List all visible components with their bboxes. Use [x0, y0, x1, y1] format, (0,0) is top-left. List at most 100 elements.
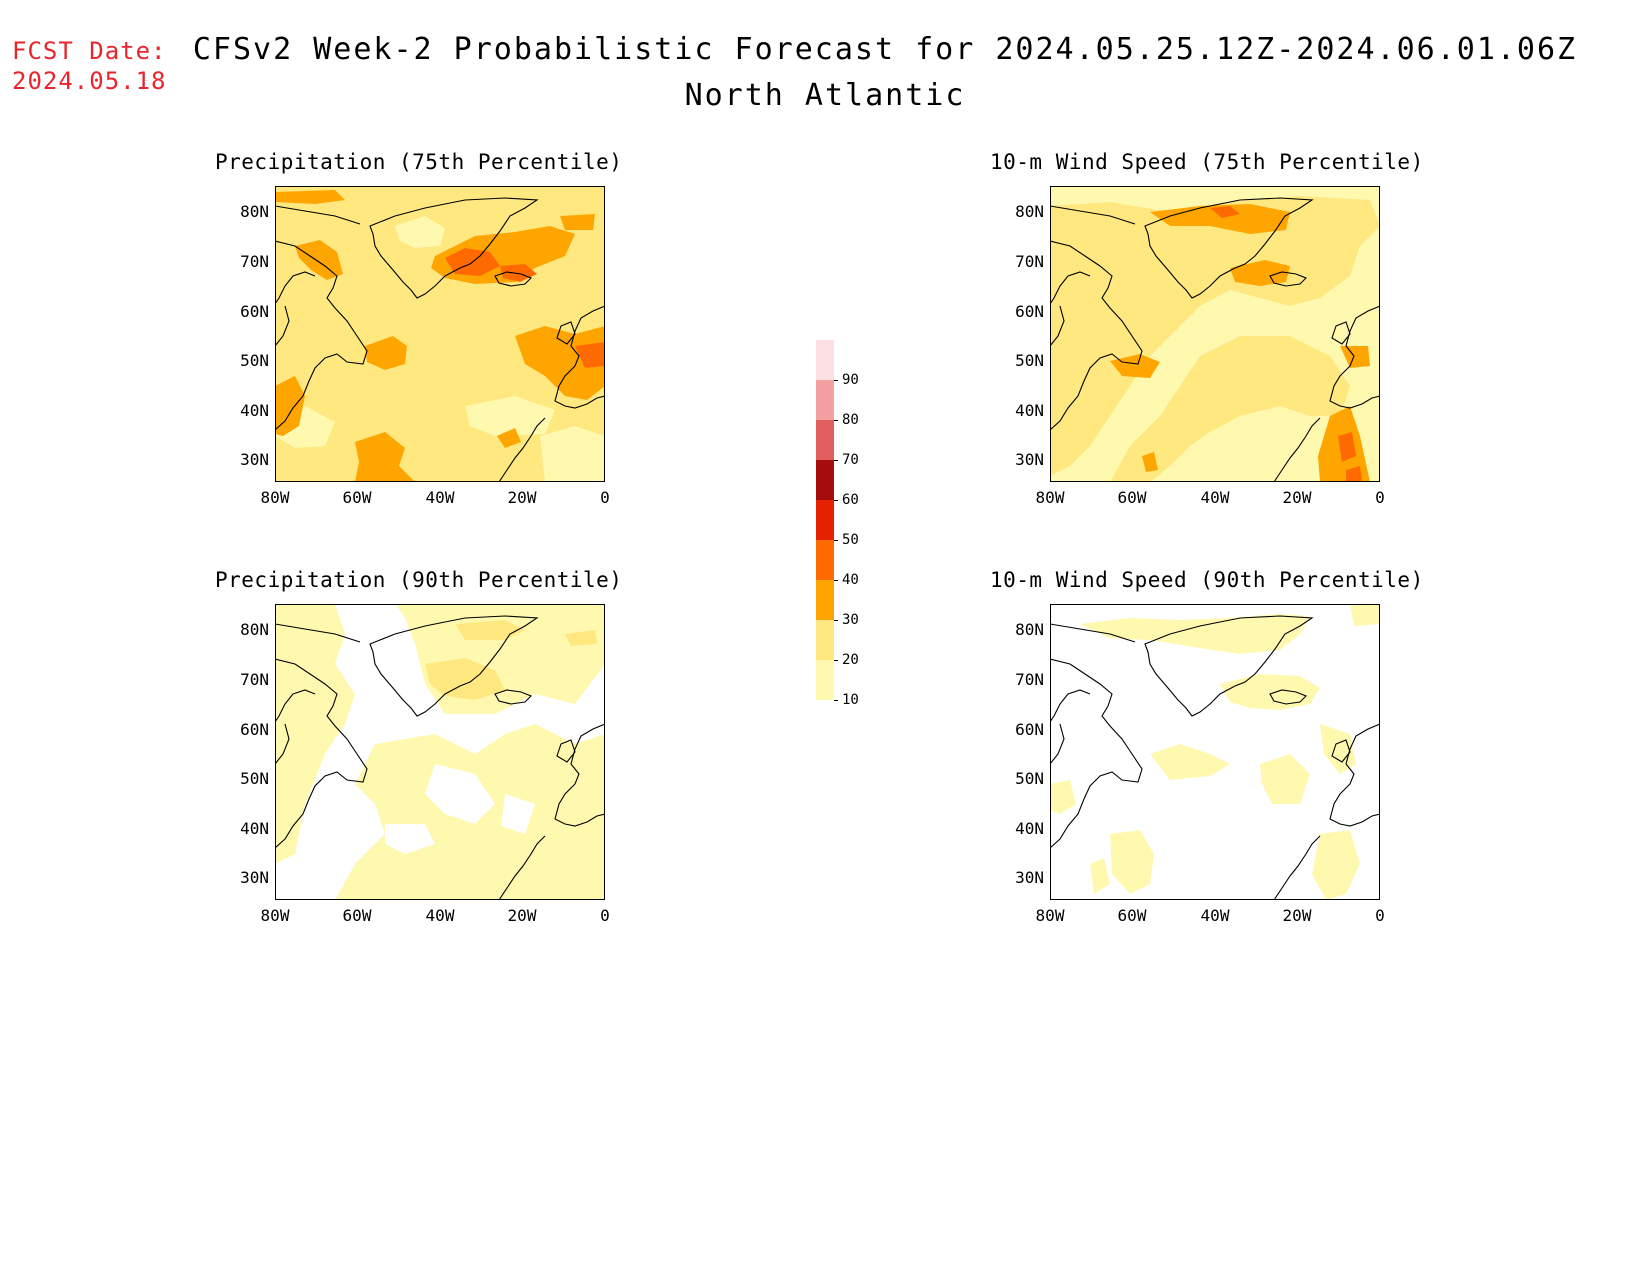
colorbar-segment: [816, 540, 834, 580]
coastline: [498, 835, 546, 900]
coastline: [554, 723, 605, 827]
shading-region: [1338, 432, 1356, 462]
shading-region: [1090, 858, 1110, 894]
coastline: [1144, 197, 1314, 299]
coastline: [1331, 321, 1351, 345]
colorbar-label: 70: [842, 452, 859, 468]
shading-region: [1142, 452, 1158, 472]
lat-tick-label: 80N: [240, 620, 269, 639]
colorbar-label: 90: [842, 372, 859, 388]
shading-region: [1110, 336, 1350, 482]
map-canvas: [275, 604, 605, 900]
colorbar-segment: [816, 660, 834, 700]
coastline: [275, 723, 290, 765]
coastline: [1050, 271, 1091, 305]
shading-region: [1230, 260, 1290, 286]
shading-region: [575, 342, 605, 368]
lat-tick-label: 50N: [1015, 769, 1044, 788]
map-precip-75: [275, 186, 605, 482]
panel-wind-90: 10-m Wind Speed (90th Percentile) 80N 70N…: [990, 568, 1424, 948]
lon-tick-label: 20W: [1282, 488, 1312, 507]
lat-tick-label: 60N: [1015, 302, 1044, 321]
forecast-date-label: FCST Date: 2024.05.18: [12, 36, 167, 96]
coastline: [369, 197, 539, 299]
panel-wind-75: 10-m Wind Speed (75th Percentile) 80N 70N…: [990, 150, 1424, 530]
colorbar-segment: [816, 580, 834, 620]
panel-title: 10-m Wind Speed (75th Percentile): [990, 150, 1424, 174]
shading-region: [1050, 780, 1076, 814]
shading-region: [515, 326, 605, 400]
lon-tick-label: 40W: [1200, 906, 1230, 925]
shading-region: [275, 604, 355, 864]
shading-region: [560, 214, 595, 230]
map-wind-75: [1050, 186, 1380, 482]
colorbar-segment: [816, 500, 834, 540]
shading-region: [1346, 466, 1362, 482]
colorbar-label: 10: [842, 692, 859, 708]
shading-region: [1312, 830, 1360, 900]
lat-tick-label: 80N: [1015, 620, 1044, 639]
colorbar-label: 40: [842, 572, 859, 588]
lat-tick-label: 30N: [240, 868, 269, 887]
colorbar-label: 50: [842, 532, 859, 548]
coastline: [1050, 205, 1136, 225]
shading-region: [497, 428, 521, 448]
map-canvas: [1050, 186, 1380, 482]
shading-region: [355, 432, 415, 482]
coastline: [275, 305, 290, 347]
lat-tick-label: 40N: [240, 819, 269, 838]
panel-title: 10-m Wind Speed (90th Percentile): [990, 568, 1424, 592]
lon-tick-label: 80W: [260, 906, 290, 925]
lon-tick-label: 0: [600, 906, 610, 925]
coastline: [275, 271, 316, 305]
shading-region: [295, 240, 343, 280]
page-subtitle: North Atlantic: [684, 78, 966, 113]
shading-region: [365, 336, 407, 370]
coastline: [1269, 689, 1307, 705]
coastline: [556, 321, 576, 345]
shading-region: [275, 376, 305, 436]
colorbar-label: 60: [842, 492, 859, 508]
lon-tick-label: 60W: [1117, 488, 1147, 507]
coastline: [1050, 305, 1065, 347]
colorbar-label: 20: [842, 652, 859, 668]
coastline: [1050, 623, 1136, 643]
coastline: [1050, 240, 1143, 431]
lon-tick-label: 20W: [507, 906, 537, 925]
coastline: [1331, 739, 1351, 763]
shading-region: [1110, 354, 1160, 378]
shading-region: [385, 824, 435, 854]
lon-tick-label: 60W: [342, 906, 372, 925]
colorbar-label: 30: [842, 612, 859, 628]
coastline: [1329, 723, 1380, 827]
lat-tick-label: 50N: [240, 351, 269, 370]
map-wind-90: [1050, 604, 1380, 900]
fcst-label: FCST Date:: [12, 37, 167, 65]
lat-tick-label: 40N: [1015, 819, 1044, 838]
map-canvas: [275, 186, 605, 482]
lat-tick-label: 30N: [240, 450, 269, 469]
colorbar-label: 80: [842, 412, 859, 428]
shading-region: [1220, 674, 1320, 710]
lat-tick-label: 60N: [240, 302, 269, 321]
lat-tick-label: 80N: [1015, 202, 1044, 221]
shading-region: [500, 264, 537, 282]
coastline: [556, 739, 576, 763]
coastline: [1050, 689, 1091, 723]
map-precip-90: [275, 604, 605, 900]
coastline: [1050, 658, 1143, 849]
lat-tick-label: 70N: [1015, 252, 1044, 271]
page-title: CFSv2 Week-2 Probabilistic Forecast for …: [192, 32, 1578, 67]
lat-tick-label: 30N: [1015, 868, 1044, 887]
shading-region: [1340, 346, 1370, 368]
lon-tick-label: 0: [1375, 906, 1385, 925]
coastline: [369, 615, 539, 717]
panel-title: Precipitation (90th Percentile): [215, 568, 623, 592]
shading-region: [455, 620, 525, 640]
lon-tick-label: 20W: [1282, 906, 1312, 925]
shading-region: [1350, 604, 1380, 626]
panel-precip-90: Precipitation (90th Percentile) 80N 70N 60…: [215, 568, 623, 948]
coastline: [1329, 305, 1380, 409]
coastline: [1144, 615, 1314, 717]
shading-region: [465, 396, 555, 436]
